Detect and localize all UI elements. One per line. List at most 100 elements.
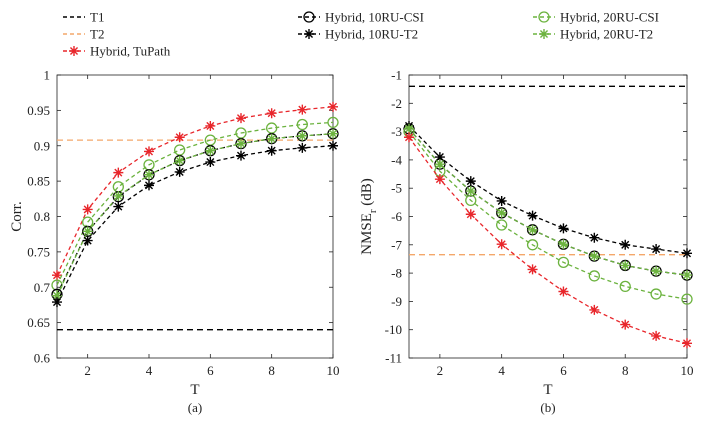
panel-b-nmse-chart: 2 4 6 8 10 -11 -10 -9 -8 -7 -6 -5 -4 -3 -2 -1 T NMSEr (dB… <box>359 68 694 416</box>
y-tick-label: -4 <box>391 152 402 167</box>
x-tick-label: 8 <box>622 363 629 378</box>
series-line-r10csi <box>408 128 688 276</box>
x-axis-title: T <box>190 382 199 398</box>
data-point-r20t2 <box>620 260 631 271</box>
y-tick-label: -7 <box>391 237 402 252</box>
data-point-r20t2 <box>52 290 62 301</box>
legend-label-tupath: Hybrid, TuPath <box>90 44 171 59</box>
data-point-r20csi <box>465 194 477 207</box>
data-point-r20csi <box>327 116 339 129</box>
legend-label-r10t2: Hybrid, 10RU-T2 <box>325 27 418 42</box>
legend-item-t2: T2 <box>63 27 104 42</box>
data-point-r10t2 <box>527 210 538 221</box>
data-point-r20t2 <box>558 239 569 250</box>
legend: T1 T2 Hybrid, TuPath Hybrid, 10RU-CSI Hybrid… <box>63 10 659 59</box>
data-point-tupath <box>236 113 246 124</box>
y-tick-label: 0.9 <box>34 138 50 153</box>
x-tick-label: 2 <box>84 363 91 378</box>
y-axis-title: Corr. <box>9 201 25 231</box>
data-point-r10t2 <box>682 248 692 259</box>
y-tick-label: -1 <box>391 68 402 83</box>
legend-label-t1: T1 <box>90 10 104 25</box>
series-r10t2 <box>404 120 692 259</box>
series-line-r20t2 <box>56 133 334 297</box>
data-point-r20t2 <box>328 128 338 139</box>
panel-caption: (b) <box>540 400 555 415</box>
data-point-tupath <box>558 286 569 297</box>
series-r10csi <box>403 123 693 281</box>
x-tick-label: 4 <box>498 363 505 378</box>
data-point-r10t2 <box>113 201 124 212</box>
data-point-tupath <box>404 132 414 143</box>
data-point-tupath <box>205 120 216 131</box>
plot-frame <box>408 74 688 359</box>
data-point-r20csi <box>174 144 186 156</box>
series-line-r10csi <box>56 133 334 295</box>
series-r20csi <box>51 116 339 291</box>
panel-a-correlation-chart: 2 4 6 8 10 0.6 0.65 0.7 0.75 0.8 0.85 0.9 0.95 1 T Corr… <box>9 68 340 416</box>
y-tick-label: -2 <box>391 96 402 111</box>
data-point-r10t2 <box>205 157 216 168</box>
x-tick-label: 6 <box>560 363 567 378</box>
data-point-tupath <box>496 239 507 250</box>
y-tick-label: 0.8 <box>34 209 50 224</box>
data-point-r10t2 <box>144 180 154 191</box>
y-axis-title-main: NMSE <box>359 213 375 255</box>
data-point-tupath <box>465 209 476 220</box>
data-point-tupath <box>266 108 277 119</box>
data-point-r20t2 <box>404 123 414 134</box>
data-point-tupath <box>527 264 538 275</box>
series-line-tupath <box>408 136 688 344</box>
data-point-tupath <box>682 338 692 349</box>
legend-item-tupath: Hybrid, TuPath <box>63 44 171 59</box>
data-point-r20csi <box>526 239 539 251</box>
data-point-r10t2 <box>465 176 476 187</box>
x-axis-title: T <box>543 382 552 398</box>
x-tick-label: 10 <box>327 363 340 378</box>
y-tick-label: -11 <box>385 351 402 366</box>
data-point-r20csi <box>681 293 693 305</box>
data-point-r20csi <box>112 181 124 193</box>
y-tick-label: -3 <box>391 124 402 139</box>
data-point-r20t2 <box>205 145 216 156</box>
legend-marker-r10t2 <box>304 29 314 39</box>
data-point-tupath <box>113 167 124 178</box>
data-point-r20csi <box>650 288 662 300</box>
legend-item-r10csi: Hybrid, 10RU-CSI <box>298 10 424 25</box>
y-tick-label: 0.65 <box>27 315 50 330</box>
data-point-r10t2 <box>434 152 445 163</box>
data-point-r10t2 <box>496 195 507 206</box>
legend-item-t1: T1 <box>63 10 104 25</box>
y-tick-label: 0.85 <box>27 174 50 189</box>
series-r20t2 <box>404 123 692 281</box>
data-point-r20t2 <box>496 207 507 218</box>
legend-marker-r20csi <box>538 11 550 23</box>
y-tick-label: -6 <box>391 209 402 224</box>
data-point-r20csi <box>588 270 600 282</box>
data-point-r10t2 <box>328 140 338 151</box>
series-r20csi <box>403 125 693 305</box>
x-tick-label: 10 <box>681 363 694 378</box>
series-line-r20t2 <box>408 128 688 276</box>
y-tick-label: -5 <box>391 181 402 196</box>
x-tick-label: 4 <box>146 363 153 378</box>
y-tick-label: 0.6 <box>34 351 51 366</box>
data-point-r20t2 <box>236 138 246 149</box>
legend-item-r10t2: Hybrid, 10RU-T2 <box>298 27 418 42</box>
data-point-r20t2 <box>113 190 124 201</box>
data-point-r20t2 <box>266 133 277 144</box>
y-tick-label: 0.95 <box>27 103 50 118</box>
legend-marker-r10csi <box>303 11 315 23</box>
y-tick-label: 0.75 <box>27 244 50 259</box>
series-r10t2 <box>52 140 338 308</box>
data-point-r10t2 <box>236 150 246 161</box>
legend-label-r20t2: Hybrid, 20RU-T2 <box>560 27 653 42</box>
data-point-r10t2 <box>589 232 600 243</box>
legend-label-t2: T2 <box>90 27 104 42</box>
data-point-tupath <box>297 104 308 115</box>
data-point-r20t2 <box>174 155 185 166</box>
data-point-r20csi <box>619 280 631 293</box>
panel-caption: (a) <box>188 400 202 415</box>
x-tick-label: 8 <box>268 363 275 378</box>
data-point-tupath <box>82 204 93 215</box>
